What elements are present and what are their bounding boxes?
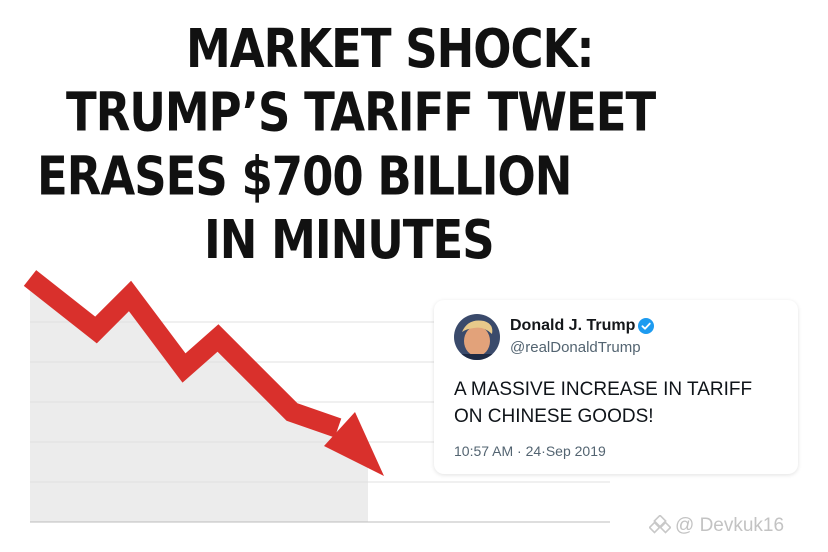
tweet-text-line: ON CHINESE GOODS! — [454, 406, 654, 427]
tweet-text: A MASSIVE INCREASE IN TARIFF ON CHINESE … — [454, 376, 794, 430]
verified-check-icon — [638, 318, 654, 334]
headline-line: IN MINUTES — [204, 208, 495, 271]
headline-line: MARKET SHOCK: — [186, 17, 594, 80]
tweet-card: Donald J. Trump @realDonaldTrump A MASSI… — [434, 300, 798, 474]
headline-line: TRUMP’S TARIFF TWEET — [66, 81, 656, 144]
tweet-author-name: Donald J. Trump — [510, 317, 636, 334]
tweet-text-line: A MASSIVE INCREASE IN TARIFF — [454, 379, 753, 400]
tweet-timestamp: 10:57 AM · 24·Sep 2019 — [454, 443, 606, 459]
downward-trend-arrow-icon — [23, 270, 384, 476]
headline-line: ERASES $700 BILLION — [37, 144, 572, 208]
watermark-text: @ Devkuk16 — [675, 515, 785, 536]
watermark-logo-icon — [649, 515, 671, 534]
avatar — [454, 314, 500, 360]
tweet-author-handle: @realDonaldTrump — [510, 339, 641, 356]
